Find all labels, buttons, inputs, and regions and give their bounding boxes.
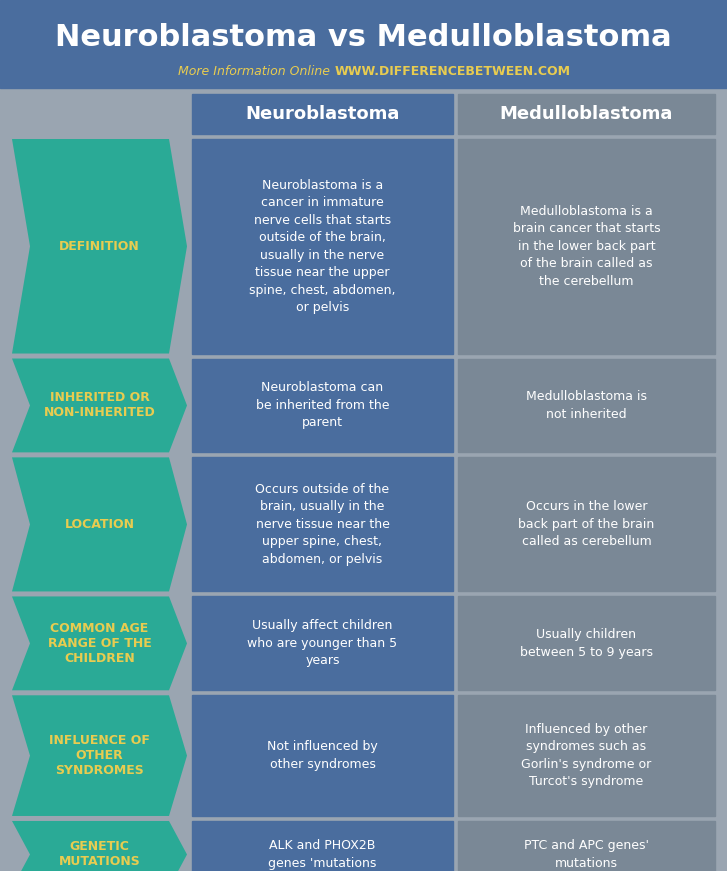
Text: Influenced by other
syndromes such as
Gorlin's syndrome or
Turcot's syndrome: Influenced by other syndromes such as Go… [521,723,651,788]
Text: ALK and PHOX2B
genes 'mutations: ALK and PHOX2B genes 'mutations [268,840,377,870]
Bar [458,457,715,591]
Text: Medulloblastoma is a
brain cancer that starts
in the lower back part
of the brai: Medulloblastoma is a brain cancer that s… [513,205,660,287]
Bar [458,597,715,691]
Text: COMMON AGE
RANGE OF THE
CHILDREN: COMMON AGE RANGE OF THE CHILDREN [48,622,151,665]
Text: LOCATION: LOCATION [65,518,134,531]
Bar [192,457,453,591]
Bar [192,821,453,871]
Text: Occurs in the lower
back part of the brain
called as cerebellum: Occurs in the lower back part of the bra… [518,501,654,549]
Text: Usually affect children
who are younger than 5
years: Usually affect children who are younger … [247,619,398,667]
Text: Occurs outside of the
brain, usually in the
nerve tissue near the
upper spine, c: Occurs outside of the brain, usually in … [255,483,390,566]
Text: Neuroblastoma can
be inherited from the
parent: Neuroblastoma can be inherited from the … [256,381,389,429]
Text: INFLUENCE OF
OTHER
SYNDROMES: INFLUENCE OF OTHER SYNDROMES [49,734,150,777]
Text: GENETIC
MUTATIONS: GENETIC MUTATIONS [59,841,140,868]
Bar [192,94,453,134]
Text: Neuroblastoma is a
cancer in immature
nerve cells that starts
outside of the bra: Neuroblastoma is a cancer in immature ne… [249,179,395,314]
Text: DEFINITION: DEFINITION [59,240,140,253]
Bar [458,359,715,452]
Text: WWW.DIFFERENCEBETWEEN.COM: WWW.DIFFERENCEBETWEEN.COM [335,65,571,78]
Polygon shape [12,139,187,354]
Text: Neuroblastoma vs Medulloblastoma: Neuroblastoma vs Medulloblastoma [55,24,672,52]
Text: Usually children
between 5 to 9 years: Usually children between 5 to 9 years [520,628,653,658]
Polygon shape [12,597,187,691]
Bar [458,821,715,871]
Bar [0,0,727,88]
Bar [192,359,453,452]
Bar [458,139,715,354]
Text: Medulloblastoma is
not inherited: Medulloblastoma is not inherited [526,390,647,421]
Text: INHERITED OR
NON-INHERITED: INHERITED OR NON-INHERITED [44,391,156,420]
Bar [458,695,715,816]
Polygon shape [12,695,187,816]
Text: Neuroblastoma: Neuroblastoma [245,105,400,123]
Bar [192,695,453,816]
Polygon shape [12,821,187,871]
Bar [192,597,453,691]
Text: More Information Online: More Information Online [178,65,330,78]
Bar [192,139,453,354]
Polygon shape [12,457,187,591]
Text: Medulloblastoma: Medulloblastoma [500,105,673,123]
Polygon shape [12,359,187,452]
Text: PTC and APC genes'
mutations: PTC and APC genes' mutations [524,840,649,870]
Text: Not influenced by
other syndromes: Not influenced by other syndromes [267,740,378,771]
Bar [458,94,715,134]
